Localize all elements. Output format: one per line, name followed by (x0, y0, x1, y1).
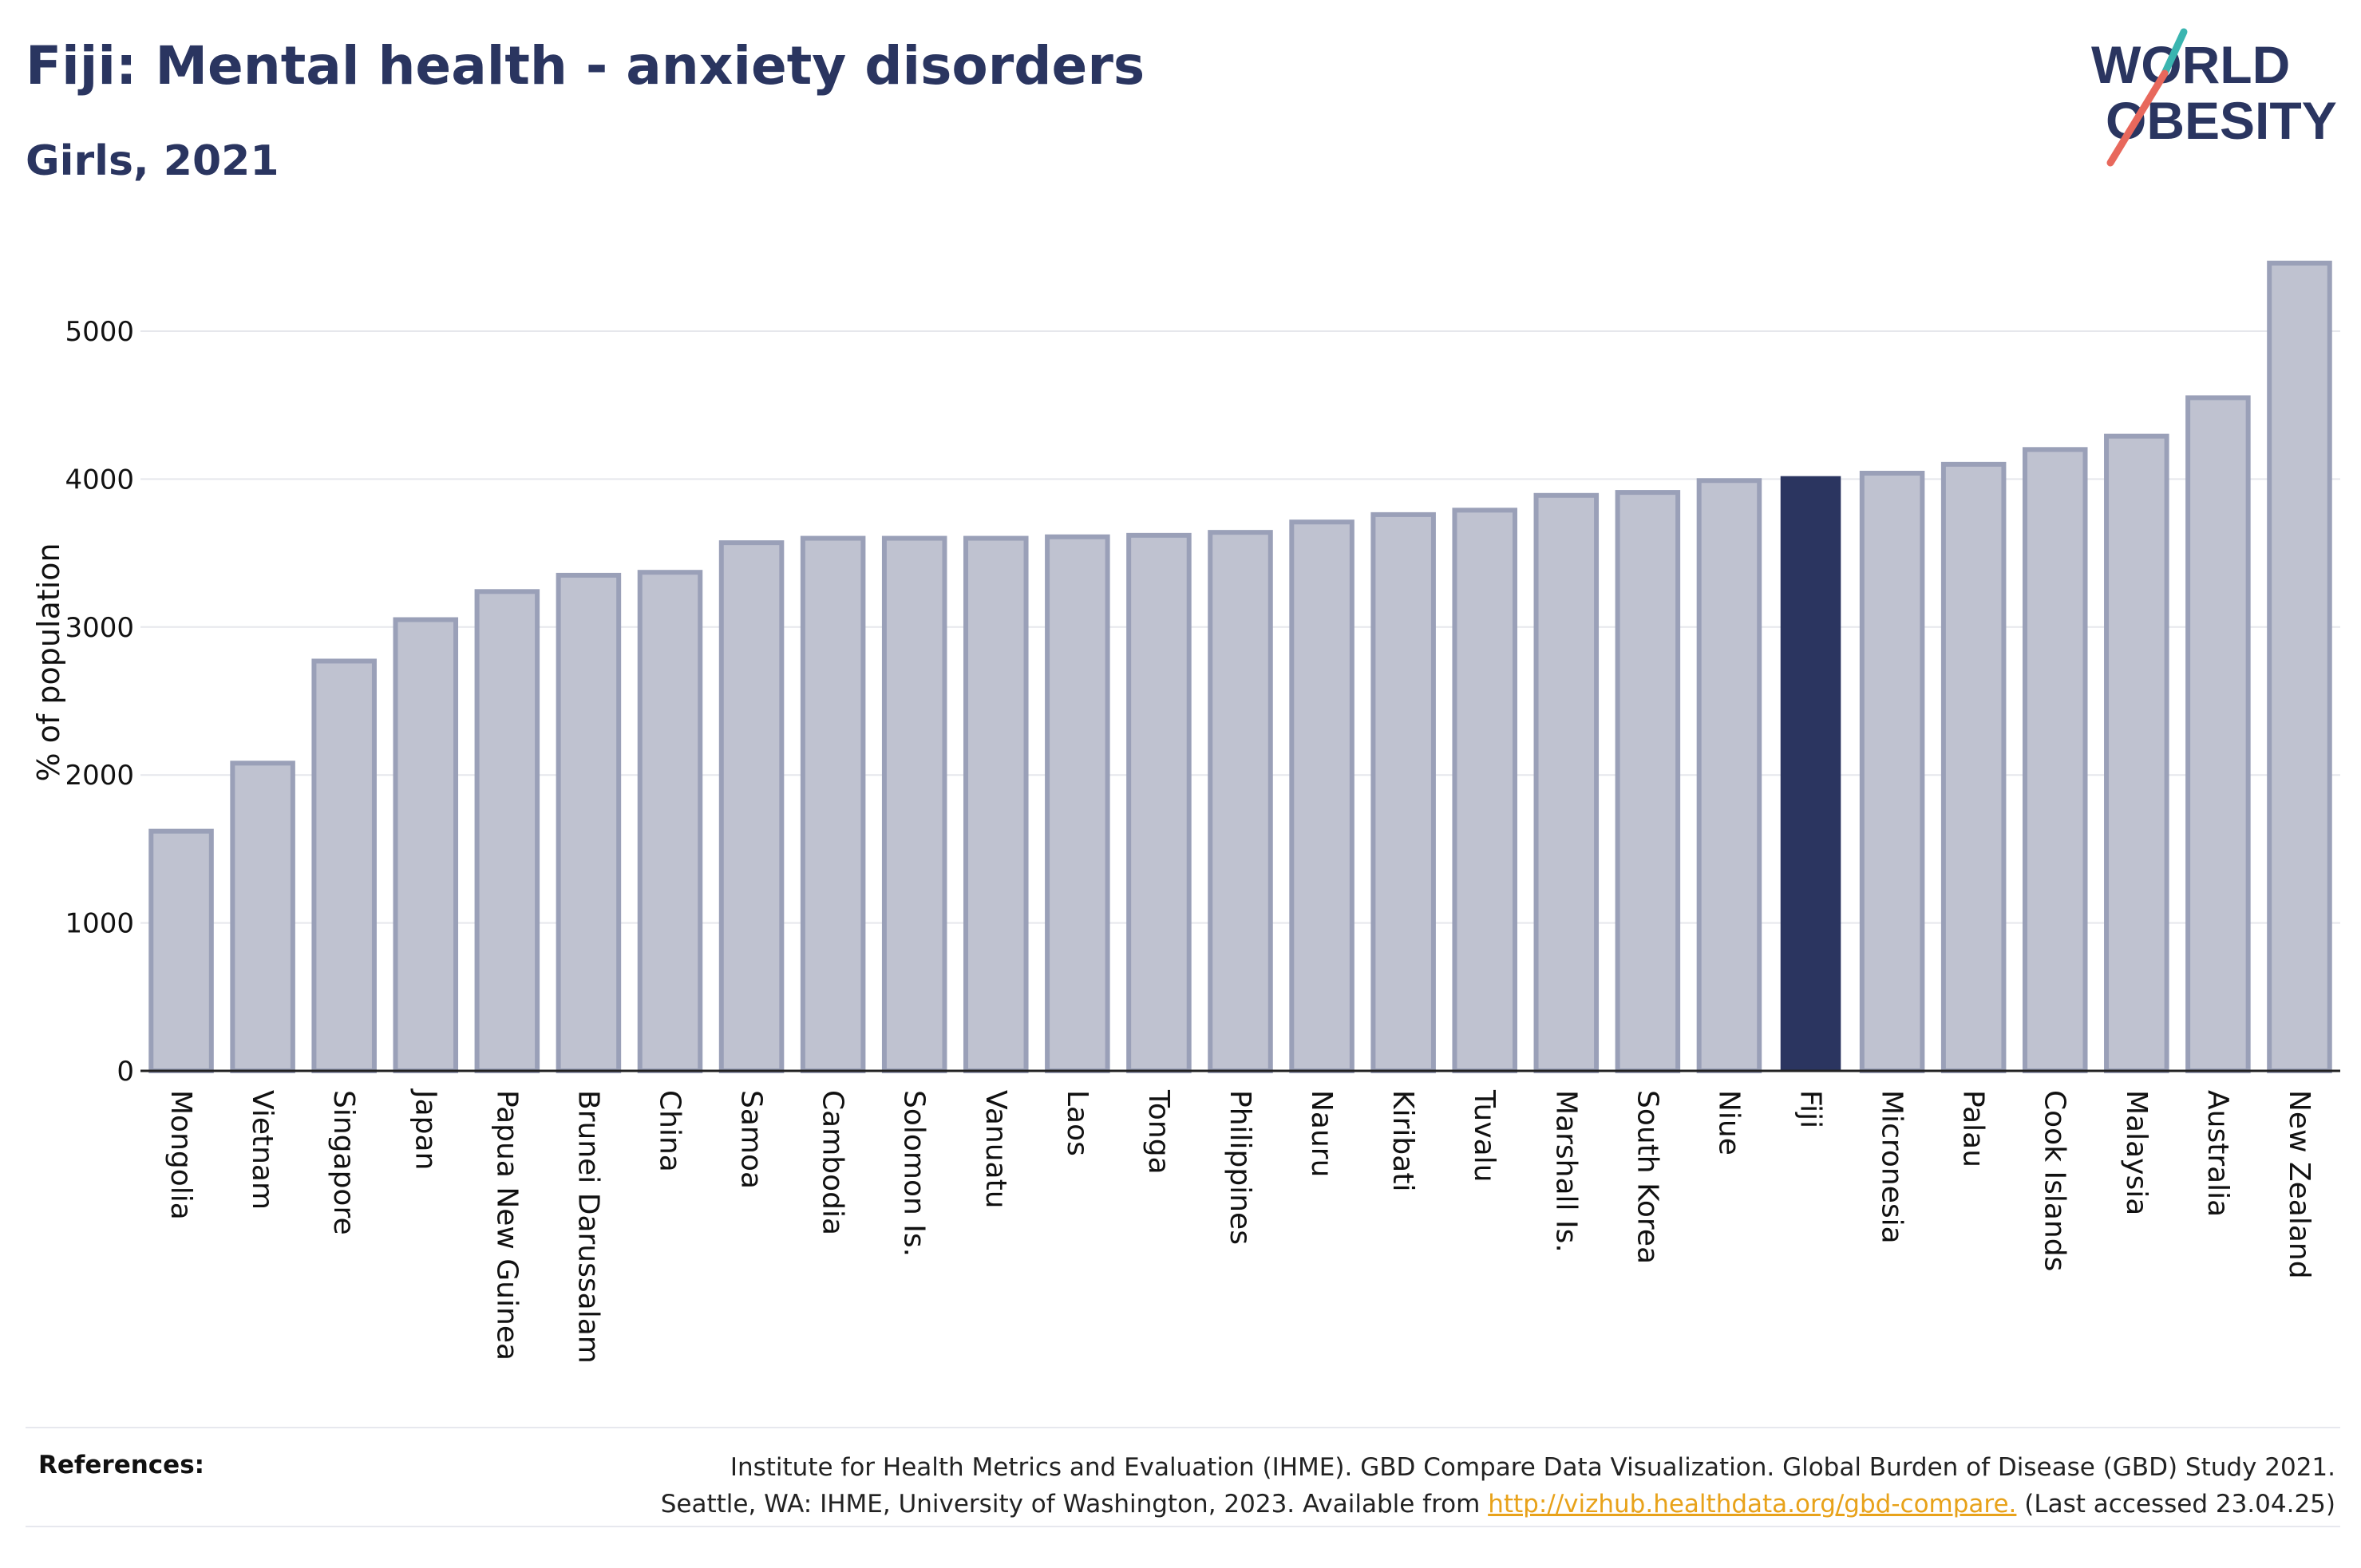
bar-niue (1696, 478, 1762, 1073)
y-tick-label: 0 (117, 1056, 134, 1088)
bar-papua-new-guinea (474, 589, 540, 1073)
bar-mongolia (148, 828, 214, 1073)
bar-nauru (1289, 519, 1355, 1073)
bar-kiribati (1370, 511, 1436, 1073)
y-tick-label: 1000 (65, 908, 134, 940)
bar-malaysia (2104, 433, 2169, 1073)
x-tick-label: Japan (409, 1088, 441, 1170)
x-tick-label: Laos (1061, 1090, 1093, 1156)
y-tick-label: 4000 (65, 464, 134, 496)
references-divider-top (26, 1427, 2340, 1428)
x-tick-label: Cambodia (817, 1090, 849, 1235)
y-tick-label: 3000 (65, 612, 134, 644)
x-tick-label: Kiribati (1386, 1090, 1419, 1191)
bar-vietnam (230, 760, 295, 1073)
x-tick-label: Nauru (1305, 1090, 1338, 1177)
x-tick-label: Vanuatu (979, 1090, 1012, 1209)
bar-fiji (1780, 476, 1841, 1071)
bar-japan (393, 617, 459, 1073)
x-tick-label: Papua New Guinea (490, 1090, 523, 1361)
chart-title: Fiji: Mental health - anxiety disorders (26, 35, 1145, 97)
world-obesity-logo: WORLD OBESITY (2091, 28, 2337, 167)
x-tick-label: Brunei Darussalam (571, 1090, 604, 1364)
x-tick-label: South Korea (1631, 1090, 1663, 1264)
x-tick-label: Malaysia (2120, 1090, 2153, 1215)
bar-micronesia (1859, 470, 1925, 1073)
bar-laos (1045, 534, 1110, 1073)
chart-subtitle: Girls, 2021 (26, 137, 279, 185)
references-label: References: (38, 1451, 205, 1479)
bar-australia (2185, 395, 2251, 1073)
bar-palau (1940, 461, 2007, 1073)
x-tick-label: Solomon Is. (898, 1090, 931, 1257)
bar-philippines (1208, 530, 1273, 1073)
references-link[interactable]: http://vizhub.healthdata.org/gbd-compare… (1488, 1490, 2017, 1519)
x-tick-label: Vietnam (246, 1090, 279, 1210)
x-tick-label: Niue (1712, 1090, 1745, 1155)
bar-south-korea (1615, 490, 1681, 1073)
x-tick-label: Philippines (1224, 1090, 1256, 1245)
bar-tonga (1126, 532, 1192, 1073)
references-divider-bottom (26, 1526, 2340, 1527)
x-tick-label: Marshall Is. (1549, 1090, 1582, 1253)
x-tick-label: Tuvalu (1468, 1089, 1501, 1183)
bar-singapore (311, 658, 377, 1073)
bar-china (637, 570, 703, 1073)
x-tick-label: Fiji (1794, 1090, 1827, 1128)
x-tick-label: Mongolia (164, 1090, 197, 1220)
x-tick-label: Tonga (1142, 1089, 1175, 1175)
bar-new-zealand (2267, 260, 2332, 1073)
x-tick-label: Micronesia (1876, 1090, 1908, 1244)
logo-text-world: WORLD (2091, 35, 2290, 94)
logo-slash-teal (2161, 28, 2188, 77)
y-tick-label: 2000 (65, 760, 134, 792)
bar-samoa (718, 540, 785, 1073)
x-tick-label: Samoa (735, 1090, 768, 1189)
references-line-1: Institute for Health Metrics and Evaluat… (730, 1453, 2335, 1482)
bar-marshall-is- (1533, 492, 1600, 1073)
bar-vanuatu (963, 535, 1029, 1073)
x-tick-label: Australia (2201, 1090, 2234, 1217)
references-line-2: Seattle, WA: IHME, University of Washing… (579, 1486, 2335, 1523)
bar-cook-islands (2022, 447, 2088, 1073)
references-line-2-prefix: Seattle, WA: IHME, University of Washing… (660, 1490, 1489, 1519)
logo-slash-red (2106, 69, 2169, 167)
bar-cambodia (800, 535, 866, 1073)
bar-tuvalu (1452, 508, 1517, 1073)
x-tick-label: Palau (1957, 1090, 1990, 1167)
x-tick-label: China (653, 1090, 686, 1172)
references-line-2-suffix: (Last accessed 23.04.25) (2016, 1490, 2335, 1519)
x-tick-label: New Zealand (2283, 1090, 2316, 1279)
references-text: Institute for Health Metrics and Evaluat… (579, 1449, 2335, 1523)
bar-brunei-darussalam (556, 572, 622, 1073)
y-axis-label: % of population (31, 543, 66, 781)
x-tick-label: Cook Islands (2039, 1090, 2071, 1271)
bar-chart: 0 1000 2000 3000 4000 5000 % of population Mong… (31, 260, 2340, 1364)
bar-solomon-is- (881, 535, 947, 1073)
x-tick-label: Singapore (327, 1090, 360, 1235)
y-tick-label: 5000 (65, 316, 134, 348)
